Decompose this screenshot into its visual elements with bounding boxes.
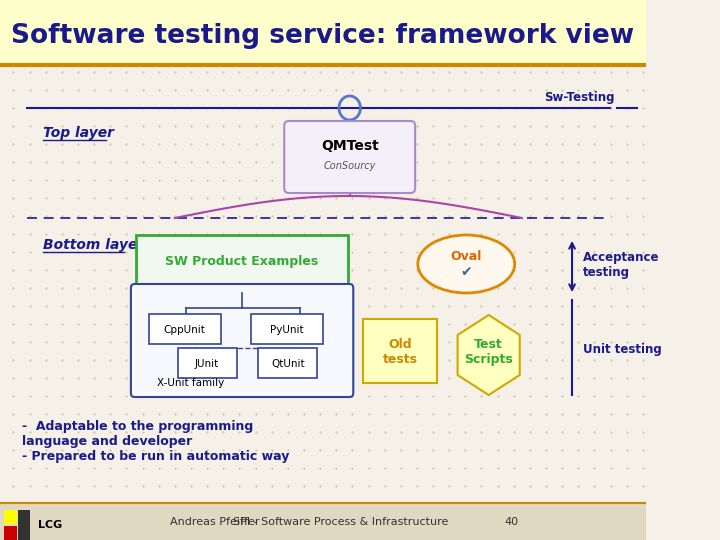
FancyBboxPatch shape	[4, 526, 17, 540]
FancyBboxPatch shape	[136, 235, 348, 285]
Text: CppUnit: CppUnit	[163, 325, 206, 335]
Text: Old
tests: Old tests	[382, 338, 418, 366]
Ellipse shape	[418, 235, 515, 293]
Text: Sw-Testing: Sw-Testing	[544, 91, 614, 104]
Text: QtUnit: QtUnit	[271, 359, 305, 369]
Text: ✔: ✔	[460, 265, 472, 279]
Polygon shape	[458, 315, 520, 395]
FancyBboxPatch shape	[0, 0, 646, 65]
FancyBboxPatch shape	[284, 121, 415, 193]
Text: ConSourcy: ConSourcy	[323, 161, 376, 171]
FancyBboxPatch shape	[18, 510, 30, 540]
Text: LCG: LCG	[37, 520, 62, 530]
FancyBboxPatch shape	[363, 319, 436, 383]
Text: -  Adaptable to the programming
language and developer: - Adaptable to the programming language …	[22, 420, 253, 448]
FancyBboxPatch shape	[149, 314, 220, 344]
FancyBboxPatch shape	[131, 284, 354, 397]
Text: Unit testing: Unit testing	[582, 343, 662, 356]
Text: X-Unit family: X-Unit family	[157, 378, 224, 388]
Text: - Prepared to be run in automatic way: - Prepared to be run in automatic way	[22, 450, 289, 463]
Text: PyUnit: PyUnit	[270, 325, 304, 335]
FancyBboxPatch shape	[178, 348, 237, 378]
Text: SPI - Software Process & Infrastructure: SPI - Software Process & Infrastructure	[233, 517, 449, 527]
Text: QMTest: QMTest	[321, 139, 379, 153]
Text: JUnit: JUnit	[195, 359, 220, 369]
Text: Software testing service: framework view: Software testing service: framework view	[11, 23, 634, 49]
Text: Top layer: Top layer	[43, 126, 114, 140]
FancyBboxPatch shape	[4, 510, 17, 524]
Text: Test
Scripts: Test Scripts	[464, 338, 513, 366]
Text: Andreas Pfeiffer: Andreas Pfeiffer	[171, 517, 260, 527]
Text: SW Product Examples: SW Product Examples	[166, 254, 319, 267]
FancyBboxPatch shape	[258, 348, 318, 378]
Text: Oval: Oval	[451, 249, 482, 262]
Text: Acceptance
testing: Acceptance testing	[582, 251, 660, 279]
Text: Bottom layer: Bottom layer	[43, 238, 144, 252]
Text: 40: 40	[504, 517, 518, 527]
FancyBboxPatch shape	[251, 314, 323, 344]
FancyBboxPatch shape	[0, 503, 646, 540]
